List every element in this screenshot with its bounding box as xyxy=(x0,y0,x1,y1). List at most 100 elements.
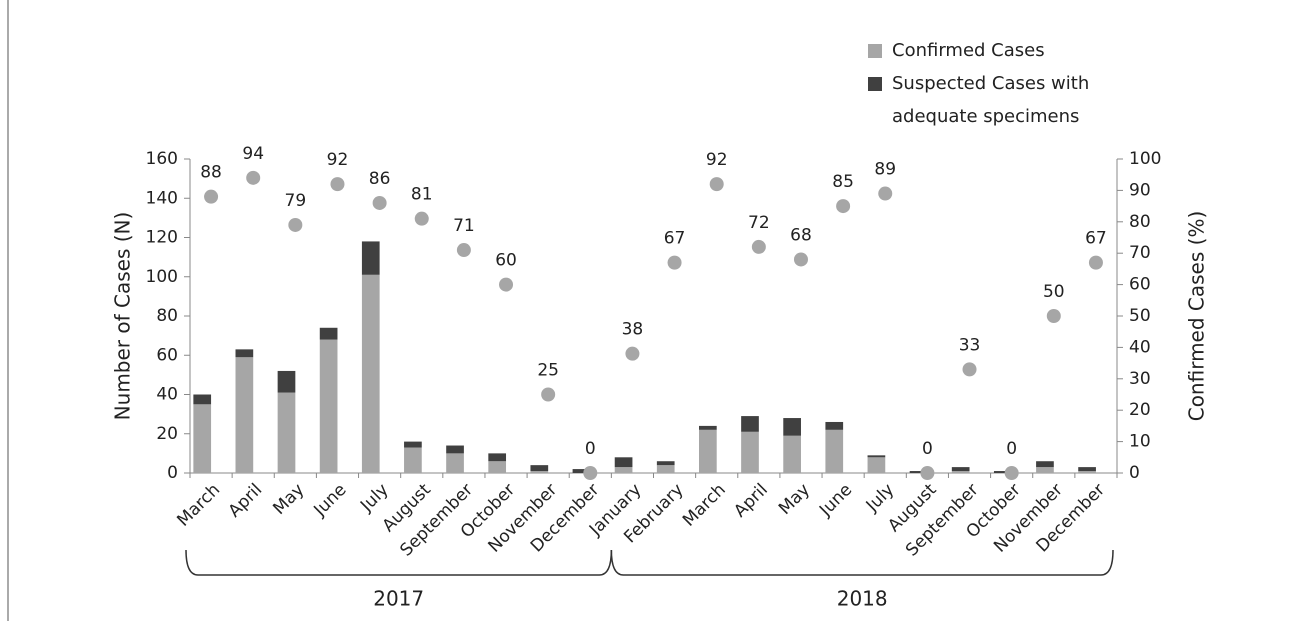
point-label: 86 xyxy=(369,169,391,189)
point xyxy=(499,277,514,292)
point xyxy=(709,177,724,192)
bar-segment xyxy=(656,465,675,473)
legend-item: Suspected Cases with adequate specimens xyxy=(868,67,1138,133)
bar-segment xyxy=(277,370,296,393)
bar-segment xyxy=(1078,467,1096,472)
bar-segment xyxy=(909,471,928,473)
y2-tick-label: 50 xyxy=(1129,306,1151,326)
point xyxy=(793,252,808,267)
y-tick-label: 60 xyxy=(156,345,178,365)
y2-tick-label: 90 xyxy=(1129,180,1151,200)
legend-swatch xyxy=(868,44,882,58)
bar-segment xyxy=(656,461,675,466)
y2-tick-label: 80 xyxy=(1129,212,1151,232)
x-tick-label: May xyxy=(775,480,814,519)
legend-label: Suspected Cases with adequate specimens xyxy=(892,73,1090,127)
bar-segment xyxy=(783,435,801,473)
point-label: 38 xyxy=(622,320,644,340)
point-label: 25 xyxy=(537,361,559,381)
point-label: 88 xyxy=(200,163,222,183)
bar-segment xyxy=(488,461,507,473)
y2-tick-label: 0 xyxy=(1129,463,1140,483)
point-label: 71 xyxy=(453,216,475,236)
bar-segment xyxy=(867,457,886,473)
point xyxy=(456,243,471,258)
x-tick-label: March xyxy=(679,480,730,531)
point xyxy=(1046,309,1061,323)
bar-segment xyxy=(867,455,886,458)
y-tick-label: 0 xyxy=(167,463,178,483)
y2-tick-label: 20 xyxy=(1129,400,1151,420)
y2-tick-label: 10 xyxy=(1129,432,1151,452)
year-bracket xyxy=(610,549,1114,576)
y-axis-label: Number of Cases (N) xyxy=(111,212,135,421)
point-label: 81 xyxy=(411,185,433,205)
point xyxy=(625,346,640,361)
x-tick-label: March xyxy=(173,480,224,531)
point xyxy=(836,199,851,214)
bar-segment xyxy=(530,465,549,472)
point xyxy=(667,255,682,270)
bar-segment xyxy=(1078,471,1096,473)
x-tick-label: June xyxy=(310,480,351,521)
bar-segment xyxy=(699,425,717,430)
x-tick-label: April xyxy=(225,480,267,522)
point xyxy=(204,189,219,204)
point-label: 33 xyxy=(959,335,981,355)
point xyxy=(330,177,345,192)
point-label: 72 xyxy=(748,213,770,233)
bar-segment xyxy=(319,327,338,340)
point xyxy=(372,195,387,210)
bar-segment xyxy=(361,274,380,473)
point xyxy=(288,217,303,232)
y2-tick-label: 40 xyxy=(1129,337,1151,357)
y-tick-label: 140 xyxy=(146,188,178,208)
x-tick-label: June xyxy=(815,480,856,521)
point xyxy=(1004,466,1019,480)
y-tick-label: 160 xyxy=(146,149,178,169)
point xyxy=(1088,255,1103,270)
point-label: 60 xyxy=(495,251,517,271)
x-tick-label: April xyxy=(730,480,772,522)
bar-segment xyxy=(825,429,844,473)
point-label: 50 xyxy=(1043,282,1065,302)
point xyxy=(246,170,261,185)
y2-tick-label: 60 xyxy=(1129,275,1151,295)
year-bracket xyxy=(185,549,613,576)
point-label: 94 xyxy=(242,144,264,164)
y2-tick-label: 100 xyxy=(1129,149,1161,169)
bar-segment xyxy=(277,392,296,473)
bar-segment xyxy=(951,467,970,472)
bar-segment xyxy=(825,421,844,430)
y2-axis-label: Confirmed Cases (%) xyxy=(1185,211,1209,422)
point-label: 92 xyxy=(706,150,728,170)
bar-segment xyxy=(1036,467,1054,473)
bar-segment xyxy=(235,349,254,358)
bar-segment xyxy=(572,469,591,473)
point xyxy=(962,362,977,377)
point xyxy=(751,239,766,254)
point-label: 0 xyxy=(1006,439,1017,459)
point xyxy=(541,387,556,402)
point-label: 67 xyxy=(664,229,686,249)
x-tick-label: May xyxy=(269,480,308,519)
bar-segment xyxy=(993,471,1012,473)
bar-segment xyxy=(193,404,212,473)
bar-segment xyxy=(530,471,549,473)
bar-segment xyxy=(614,457,633,468)
point-label: 85 xyxy=(832,172,854,192)
legend-swatch xyxy=(868,77,882,91)
bar-segment xyxy=(1036,461,1054,468)
y-tick-label: 120 xyxy=(146,228,178,248)
legend: Confirmed Cases Suspected Cases with adeq… xyxy=(868,34,1138,133)
bar-segment xyxy=(361,241,380,275)
y-tick-label: 100 xyxy=(146,267,178,287)
legend-label: Confirmed Cases xyxy=(892,40,1045,61)
bar-segment xyxy=(614,467,633,473)
bar-segment xyxy=(319,339,338,473)
y2-tick-label: 70 xyxy=(1129,243,1151,263)
point xyxy=(583,466,598,480)
bar-segment xyxy=(741,431,759,473)
